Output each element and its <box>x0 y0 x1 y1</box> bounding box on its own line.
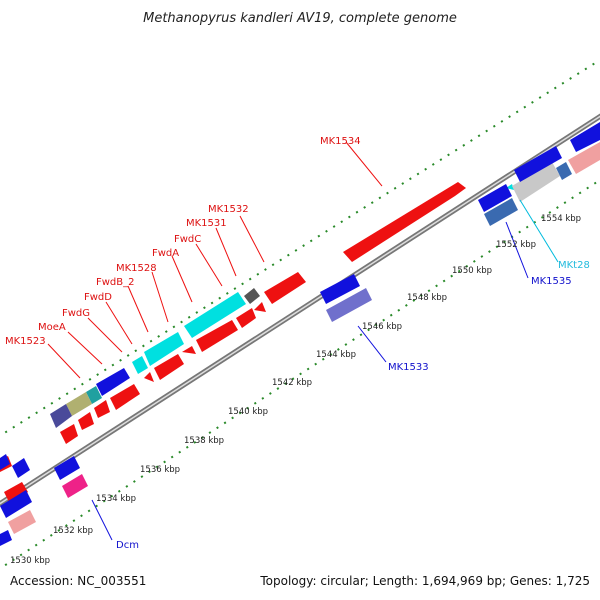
gene-arrow[interactable] <box>144 372 154 382</box>
map-title: Methanopyrus kandleri AV19, complete gen… <box>143 11 457 26</box>
gene-arrow[interactable] <box>110 384 140 410</box>
gene-arrow[interactable] <box>196 320 238 352</box>
gene-arrow[interactable] <box>254 302 266 312</box>
rna-gene[interactable] <box>244 288 260 304</box>
gene-label: MKt28 <box>558 260 590 271</box>
gene-arrow[interactable] <box>0 454 10 470</box>
gene-labels: MK1523 MoeA FwdG FwdD FwdB_2 MK1528 FwdA… <box>5 136 590 551</box>
gene-label: FwdC <box>174 234 201 245</box>
gene-label: FwdD <box>84 292 112 303</box>
kbp-label: 1530 kbp <box>10 556 50 566</box>
gene-arrow[interactable] <box>512 162 560 202</box>
rna-gene[interactable] <box>132 356 148 374</box>
gene-arrow[interactable] <box>12 458 30 478</box>
gene-label: MK1531 <box>186 218 227 229</box>
kbp-label: 1532 kbp <box>53 526 93 536</box>
kbp-label: 1536 kbp <box>140 465 180 475</box>
gene-arrow[interactable] <box>66 392 92 416</box>
gene-arrow[interactable] <box>343 182 466 262</box>
rna-gene[interactable] <box>184 292 246 338</box>
gene-label: MK1528 <box>116 263 157 274</box>
gene-arrow[interactable] <box>78 412 94 430</box>
kbp-label: 1542 kbp <box>272 378 312 388</box>
genome-backbone <box>0 113 600 507</box>
gene-arrow[interactable] <box>320 274 360 304</box>
gene-arrow[interactable] <box>50 404 72 428</box>
gene-arrow[interactable] <box>264 272 306 304</box>
kbp-label: 1554 kbp <box>541 214 581 224</box>
gene-arrow[interactable] <box>94 400 110 418</box>
gene-arrow[interactable] <box>62 474 88 498</box>
topology-text: Topology: circular; Length: 1,694,969 bp… <box>259 574 590 588</box>
gene-arrow[interactable] <box>570 122 600 152</box>
gene-label: FwdG <box>62 308 90 319</box>
rna-genes <box>132 184 514 374</box>
gene-arrow[interactable] <box>556 162 572 180</box>
gene-label: FwdB_2 <box>96 277 135 288</box>
kbp-label: 1546 kbp <box>362 322 402 332</box>
gene-arrow[interactable] <box>0 530 12 546</box>
gene-arrow[interactable] <box>4 482 28 504</box>
kbp-label: 1534 kbp <box>96 494 136 504</box>
gene-arrow[interactable] <box>568 142 600 174</box>
gene-arrow[interactable] <box>8 510 36 534</box>
gene-arrow[interactable] <box>236 308 256 328</box>
gene-arrow[interactable] <box>514 146 562 182</box>
gene-arrow[interactable] <box>182 346 196 354</box>
leader-lines <box>47 141 559 541</box>
kbp-label: 1548 kbp <box>407 293 447 303</box>
gene-arrow[interactable] <box>86 386 102 404</box>
gene-arrow[interactable] <box>484 198 518 226</box>
kbp-label: 1540 kbp <box>228 407 268 417</box>
scale-labels: 1530 kbp 1532 kbp 1534 kbp 1536 kbp 1538… <box>10 214 581 566</box>
gene-arrow[interactable] <box>0 490 32 518</box>
gene-label: MK1533 <box>388 362 429 373</box>
kbp-label: 1544 kbp <box>316 350 356 360</box>
gene-label: MoeA <box>38 322 66 333</box>
kbp-label: 1552 kbp <box>496 240 536 250</box>
gene-arrow[interactable] <box>326 288 372 322</box>
gene-label: MK1534 <box>320 136 361 147</box>
gene-label: FwdA <box>152 248 179 259</box>
gene-arrow[interactable] <box>96 368 130 396</box>
gene-arrow[interactable] <box>60 424 78 444</box>
inner-genes <box>0 198 518 546</box>
kbp-label: 1538 kbp <box>184 436 224 446</box>
accession-text: Accession: NC_003551 <box>10 574 146 588</box>
gene-arrow[interactable] <box>54 456 80 480</box>
reverse-genes <box>0 122 600 478</box>
gene-arrow[interactable] <box>478 184 512 212</box>
gene-label: MK1535 <box>531 276 572 287</box>
gene-label: MK1523 <box>5 336 46 347</box>
gene-label: Dcm <box>116 540 139 551</box>
kbp-label: 1550 kbp <box>452 266 492 276</box>
gene-arrow[interactable] <box>154 354 184 380</box>
gene-label: MK1532 <box>208 204 249 215</box>
rna-gene[interactable] <box>144 332 184 366</box>
